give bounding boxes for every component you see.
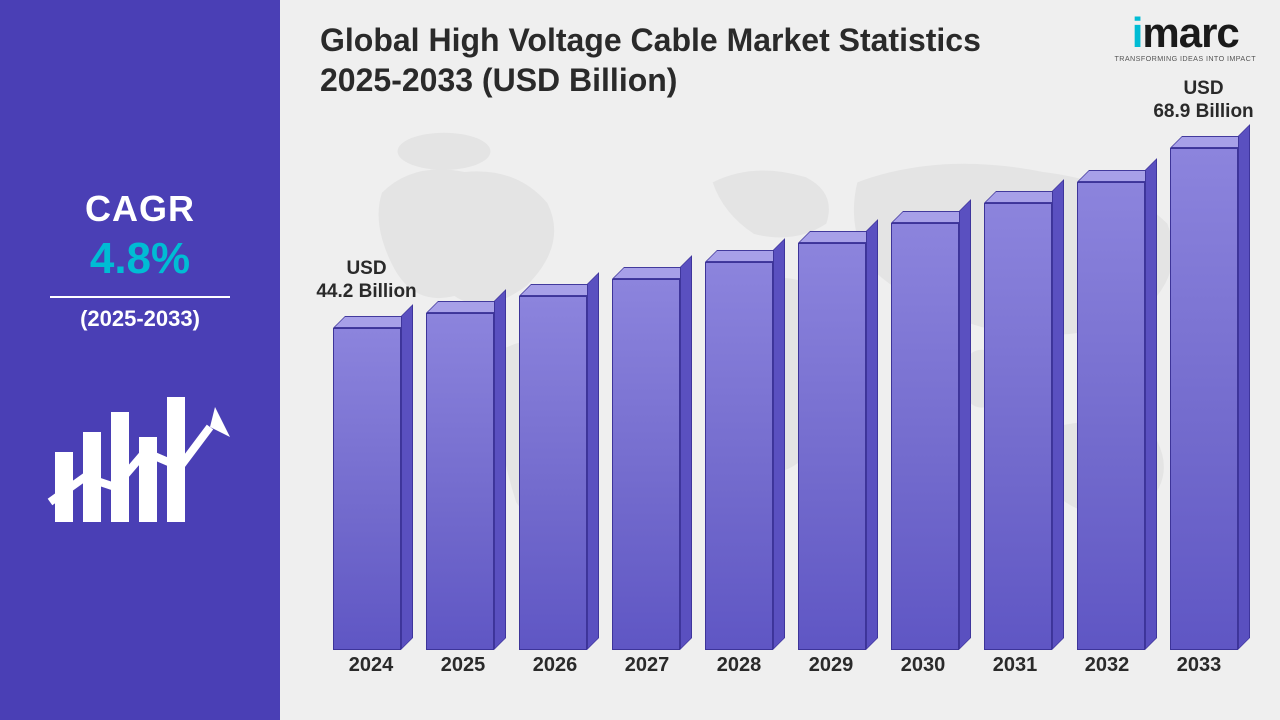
bar-slot: USD 44.2 Billion	[325, 140, 408, 650]
x-axis-label: 2030	[877, 654, 969, 690]
bar	[891, 223, 959, 650]
x-axis-label: 2024	[325, 654, 417, 690]
value-callout: USD 68.9 Billion	[1144, 78, 1264, 124]
right-panel: Global High Voltage Cable Market Statist…	[280, 0, 1280, 720]
cagr-label: CAGR	[85, 188, 195, 230]
x-axis-label: 2033	[1153, 654, 1245, 690]
bar	[705, 262, 773, 650]
cagr-divider	[50, 296, 230, 298]
bar	[426, 313, 494, 650]
logo-text: imarc	[1114, 14, 1256, 52]
x-axis-label: 2026	[509, 654, 601, 690]
x-axis-label: 2027	[601, 654, 693, 690]
title-line2: 2025-2033 (USD Billion)	[320, 62, 677, 98]
cagr-value: 4.8%	[90, 234, 190, 284]
bar-slot	[976, 140, 1059, 650]
left-panel: CAGR 4.8% (2025-2033)	[0, 0, 280, 720]
x-axis-label: 2029	[785, 654, 877, 690]
bar	[984, 203, 1052, 650]
bar-slot	[604, 140, 687, 650]
bar-chart: USD 44.2 BillionUSD 68.9 Billion 2024202…	[320, 140, 1250, 690]
x-axis-labels: 2024202520262027202820292030203120322033	[320, 654, 1250, 690]
bar-slot	[511, 140, 594, 650]
x-axis-label: 2028	[693, 654, 785, 690]
bar-slot: USD 68.9 Billion	[1162, 140, 1245, 650]
x-axis-label: 2025	[417, 654, 509, 690]
cagr-period: (2025-2033)	[80, 306, 200, 332]
bar-slot	[697, 140, 780, 650]
bar-slot	[790, 140, 873, 650]
logo-tagline: TRANSFORMING IDEAS INTO IMPACT	[1114, 54, 1256, 63]
chart-title: Global High Voltage Cable Market Statist…	[320, 20, 1100, 100]
brand-logo: imarc TRANSFORMING IDEAS INTO IMPACT	[1114, 14, 1256, 63]
growth-chart-icon	[45, 382, 235, 532]
bar	[1170, 148, 1238, 650]
x-axis-label: 2031	[969, 654, 1061, 690]
bar	[1077, 182, 1145, 650]
bar-slot	[883, 140, 966, 650]
bar	[612, 279, 680, 650]
bar	[519, 296, 587, 650]
bar	[798, 243, 866, 650]
x-axis-label: 2032	[1061, 654, 1153, 690]
value-callout: USD 44.2 Billion	[307, 258, 427, 304]
bars-container: USD 44.2 Billion USD 68.9 Billion	[320, 140, 1250, 650]
bar	[333, 328, 401, 650]
bar-slot	[1069, 140, 1152, 650]
title-line1: Global High Voltage Cable Market Statist…	[320, 22, 981, 58]
bar-slot	[418, 140, 501, 650]
